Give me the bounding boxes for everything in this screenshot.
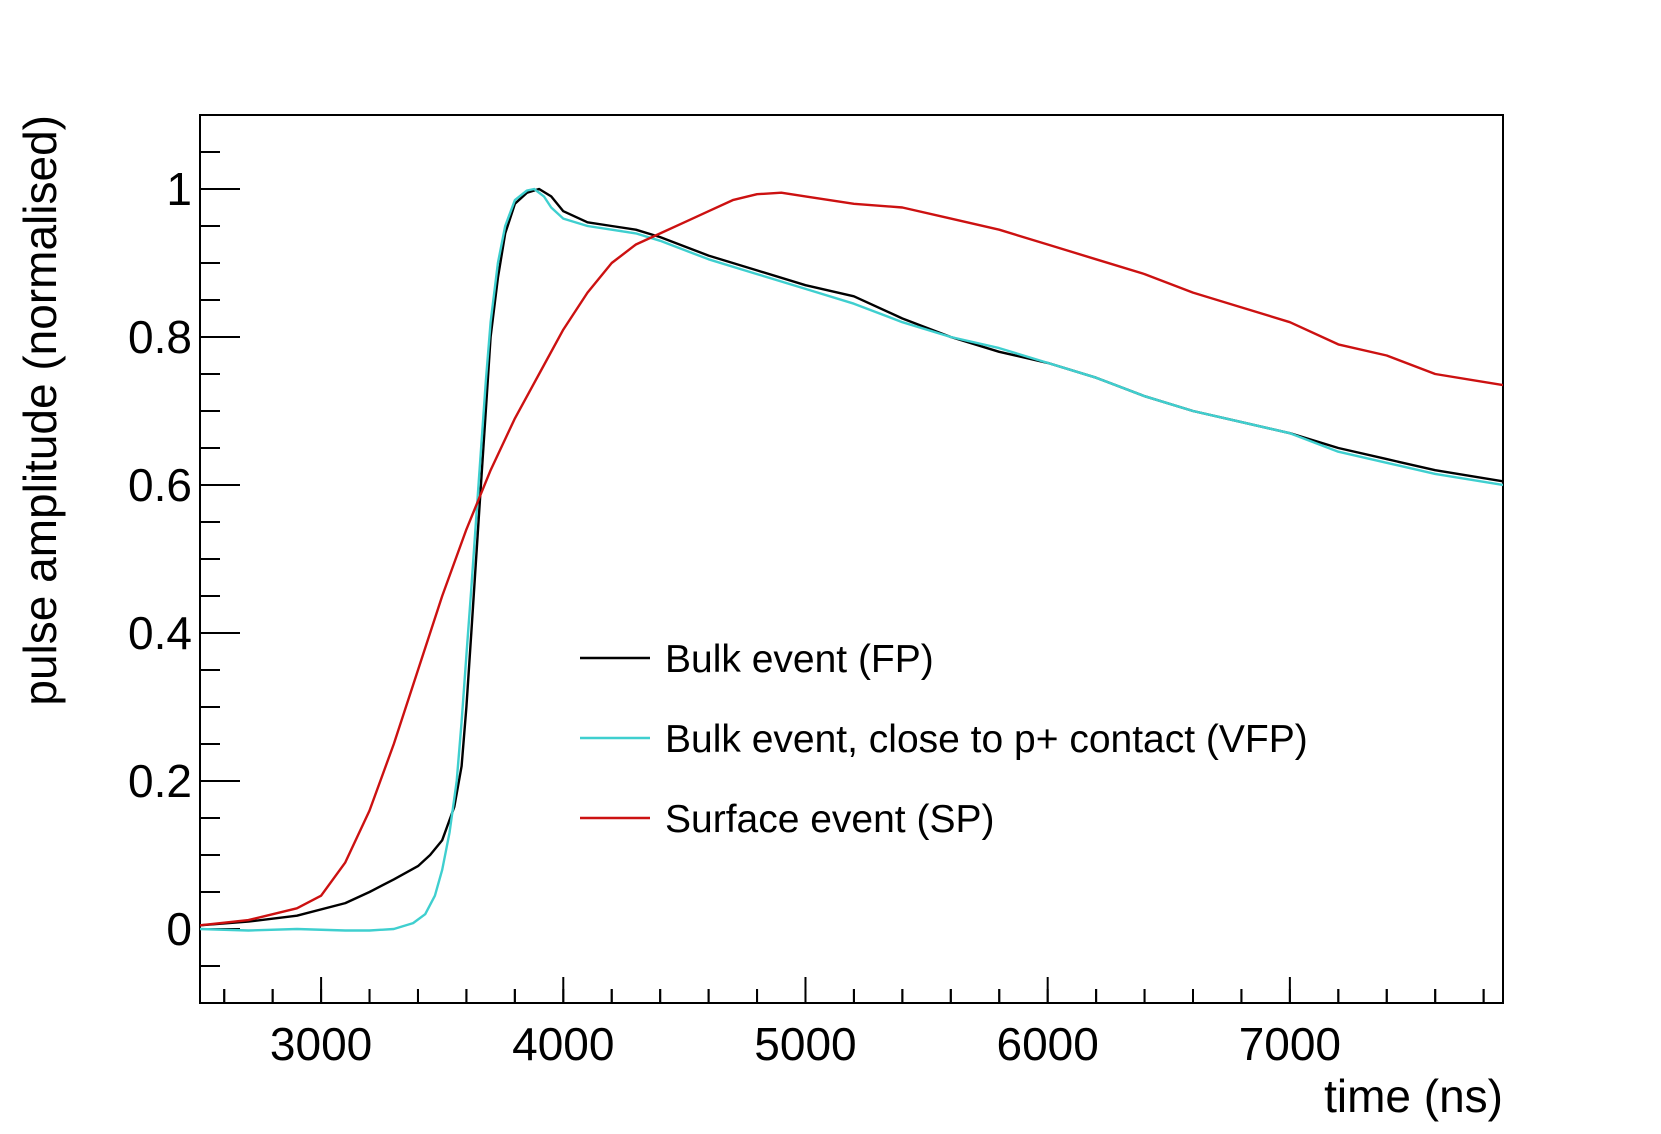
labels-layer: 3000 4000 5000 6000 7000 0 0.2 0.4 0.6 0.8 1 time (…: [14, 115, 1503, 1122]
x-tick-label: 3000: [270, 1018, 372, 1070]
series-layer: [200, 187, 1503, 932]
y-tick-label: 0.4: [128, 607, 192, 659]
y-tick-label: 1: [166, 163, 192, 215]
y-tick-label: 0.6: [128, 459, 192, 511]
x-tick-label: 4000: [512, 1018, 614, 1070]
legend: Bulk event (FP) Bulk event, close to p+ c…: [580, 638, 1308, 841]
legend-label-0: Bulk event (FP): [665, 638, 934, 681]
y-tick-label: 0: [166, 903, 192, 955]
y-tick-label: 0.2: [128, 755, 192, 807]
x-tick-label: 7000: [1239, 1018, 1341, 1070]
plot-frame: [199, 114, 1504, 1004]
series-line-2: [200, 191, 1503, 927]
ticks-layer: [200, 114, 1485, 1004]
x-tick-label: 5000: [754, 1018, 856, 1070]
y-axis-title: pulse amplitude (normalised): [14, 115, 66, 706]
legend-label-2: Surface event (SP): [665, 798, 994, 841]
x-axis-title: time (ns): [1324, 1070, 1503, 1122]
legend-label-1: Bulk event, close to p+ contact (VFP): [665, 718, 1308, 761]
x-tick-label: 6000: [997, 1018, 1099, 1070]
y-tick-label: 0.8: [128, 311, 192, 363]
series-line-1: [200, 187, 1503, 932]
frame-layer: [199, 114, 1504, 1004]
